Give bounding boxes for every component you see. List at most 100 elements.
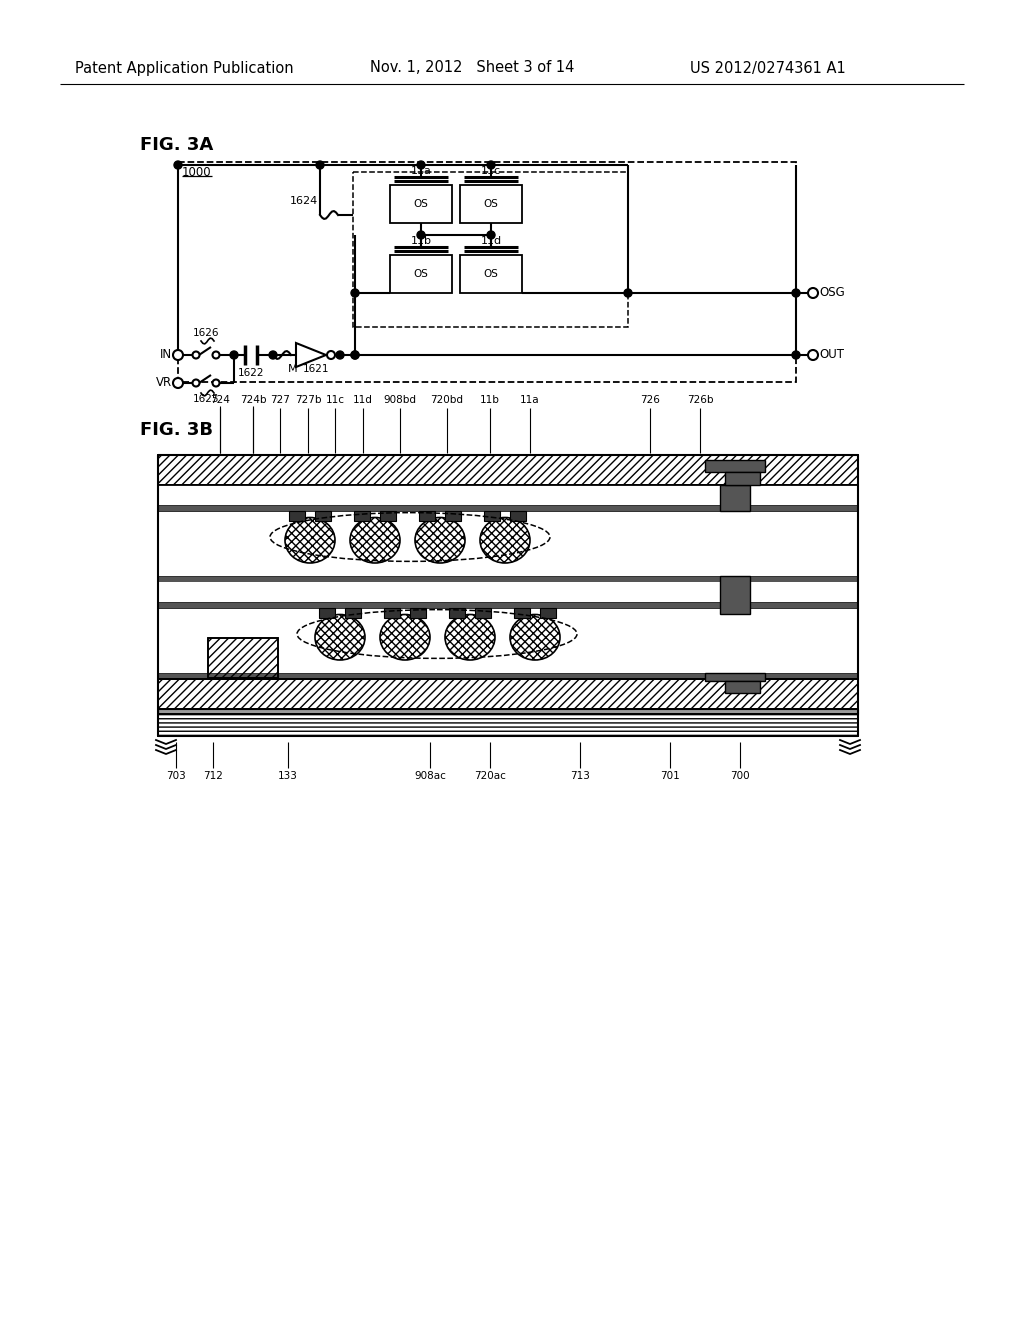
Text: OS: OS <box>483 199 499 209</box>
Bar <box>353 172 628 327</box>
Bar <box>390 255 452 293</box>
Text: 1000: 1000 <box>182 166 212 180</box>
Bar <box>380 511 396 521</box>
Ellipse shape <box>380 615 430 660</box>
Bar <box>725 473 760 484</box>
Circle shape <box>808 350 818 360</box>
Text: 908ac: 908ac <box>414 771 445 781</box>
Text: 1622: 1622 <box>238 368 264 378</box>
Text: 726b: 726b <box>687 395 714 405</box>
Bar <box>484 511 500 521</box>
Text: Patent Application Publication: Patent Application Publication <box>75 61 294 75</box>
Circle shape <box>193 351 200 359</box>
Text: FIG. 3A: FIG. 3A <box>140 136 213 154</box>
Circle shape <box>327 351 335 359</box>
Text: 703: 703 <box>166 771 186 781</box>
Bar <box>540 609 556 618</box>
Text: Nov. 1, 2012   Sheet 3 of 14: Nov. 1, 2012 Sheet 3 of 14 <box>370 61 574 75</box>
Ellipse shape <box>350 517 400 564</box>
Bar <box>720 484 750 511</box>
Circle shape <box>193 380 200 387</box>
Bar <box>158 484 858 506</box>
Bar <box>158 506 858 511</box>
Circle shape <box>336 351 344 359</box>
Bar <box>158 511 858 576</box>
Text: 11b: 11b <box>480 395 500 405</box>
Bar <box>319 609 335 618</box>
Ellipse shape <box>315 615 365 660</box>
Text: 1625: 1625 <box>193 393 219 404</box>
Bar <box>158 709 858 714</box>
Circle shape <box>230 351 238 359</box>
Bar <box>289 511 305 521</box>
Bar <box>158 455 858 484</box>
Text: OSG: OSG <box>819 286 845 300</box>
Text: 11c: 11c <box>326 395 344 405</box>
Text: 727b: 727b <box>295 395 322 405</box>
Text: US 2012/0274361 A1: US 2012/0274361 A1 <box>690 61 846 75</box>
Text: 11b: 11b <box>411 236 431 246</box>
Bar <box>158 455 858 484</box>
Ellipse shape <box>480 517 530 564</box>
Circle shape <box>351 289 359 297</box>
Bar <box>158 714 858 737</box>
Bar <box>449 609 465 618</box>
Ellipse shape <box>415 517 465 564</box>
Text: IN: IN <box>160 348 172 362</box>
Bar <box>158 582 858 602</box>
Circle shape <box>808 288 818 298</box>
Text: 724b: 724b <box>240 395 266 405</box>
Bar <box>510 511 526 521</box>
Text: 1621: 1621 <box>303 364 330 374</box>
Bar <box>475 609 490 618</box>
Text: 11a: 11a <box>411 166 431 176</box>
Text: OS: OS <box>414 269 428 279</box>
Bar <box>208 638 278 678</box>
Text: 133: 133 <box>279 771 298 781</box>
Circle shape <box>213 351 219 359</box>
Circle shape <box>173 378 183 388</box>
Bar <box>158 576 858 582</box>
Text: 700: 700 <box>730 771 750 781</box>
Circle shape <box>213 380 219 387</box>
Bar <box>720 576 750 614</box>
Circle shape <box>174 161 182 169</box>
Text: 712: 712 <box>203 771 223 781</box>
Bar <box>419 511 435 521</box>
Bar <box>514 609 530 618</box>
Bar <box>158 602 858 609</box>
Circle shape <box>417 161 425 169</box>
Text: 720bd: 720bd <box>430 395 464 405</box>
Bar <box>158 714 858 737</box>
Bar <box>460 255 522 293</box>
Circle shape <box>792 351 800 359</box>
Text: 1624: 1624 <box>290 195 318 206</box>
Bar <box>705 673 765 681</box>
Bar <box>410 609 426 618</box>
Circle shape <box>269 351 278 359</box>
Bar <box>178 162 796 381</box>
Bar <box>158 609 858 673</box>
Bar <box>158 678 858 709</box>
Circle shape <box>792 289 800 297</box>
Bar <box>384 609 400 618</box>
Ellipse shape <box>510 615 560 660</box>
Bar <box>445 511 461 521</box>
Bar <box>390 185 452 223</box>
Bar <box>158 673 858 678</box>
Text: 713: 713 <box>570 771 590 781</box>
Bar <box>315 511 331 521</box>
Circle shape <box>173 350 183 360</box>
Text: 11a: 11a <box>520 395 540 405</box>
Text: 727: 727 <box>270 395 290 405</box>
Bar <box>705 459 765 473</box>
Circle shape <box>624 289 632 297</box>
Circle shape <box>316 161 324 169</box>
Bar <box>345 609 361 618</box>
Circle shape <box>351 351 359 359</box>
Circle shape <box>351 351 359 359</box>
Text: OUT: OUT <box>819 348 844 362</box>
Text: 726: 726 <box>640 395 659 405</box>
Bar <box>460 185 522 223</box>
Bar <box>725 681 760 693</box>
